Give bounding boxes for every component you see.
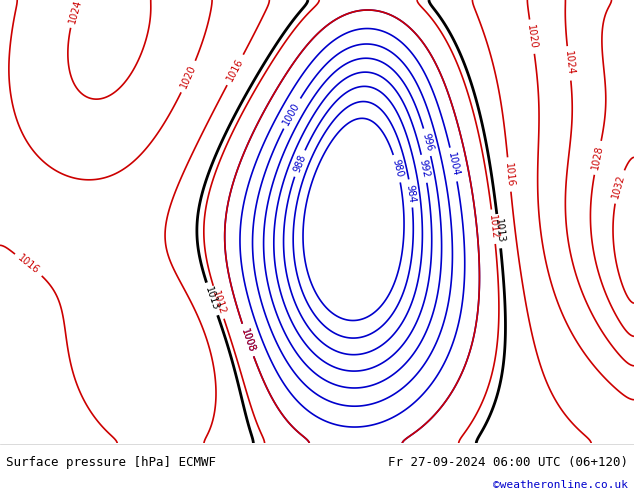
Text: 988: 988: [292, 153, 307, 174]
Text: 1016: 1016: [16, 253, 41, 276]
Text: 1016: 1016: [503, 162, 515, 187]
Text: 1024: 1024: [67, 0, 83, 24]
Text: 1012: 1012: [487, 214, 500, 240]
Text: 1000: 1000: [281, 100, 302, 126]
Text: 1012: 1012: [210, 289, 227, 316]
Text: 1032: 1032: [611, 173, 627, 200]
Text: Surface pressure [hPa] ECMWF: Surface pressure [hPa] ECMWF: [6, 456, 216, 468]
Text: 992: 992: [418, 159, 431, 179]
Text: 1008: 1008: [239, 327, 257, 353]
Text: 1008: 1008: [239, 327, 257, 353]
Text: 996: 996: [420, 132, 434, 152]
Text: 1013: 1013: [493, 219, 505, 244]
Text: ©weatheronline.co.uk: ©weatheronline.co.uk: [493, 480, 628, 490]
Text: 1020: 1020: [179, 63, 198, 90]
Text: Fr 27-09-2024 06:00 UTC (06+120): Fr 27-09-2024 06:00 UTC (06+120): [387, 456, 628, 468]
Text: 1004: 1004: [446, 151, 461, 177]
Text: 1013: 1013: [204, 286, 221, 312]
Text: 1016: 1016: [225, 57, 245, 83]
Text: 1024: 1024: [563, 50, 576, 76]
Text: 984: 984: [404, 184, 417, 203]
Text: 1020: 1020: [526, 24, 539, 49]
Text: 980: 980: [390, 158, 404, 179]
Text: 1028: 1028: [590, 145, 605, 171]
